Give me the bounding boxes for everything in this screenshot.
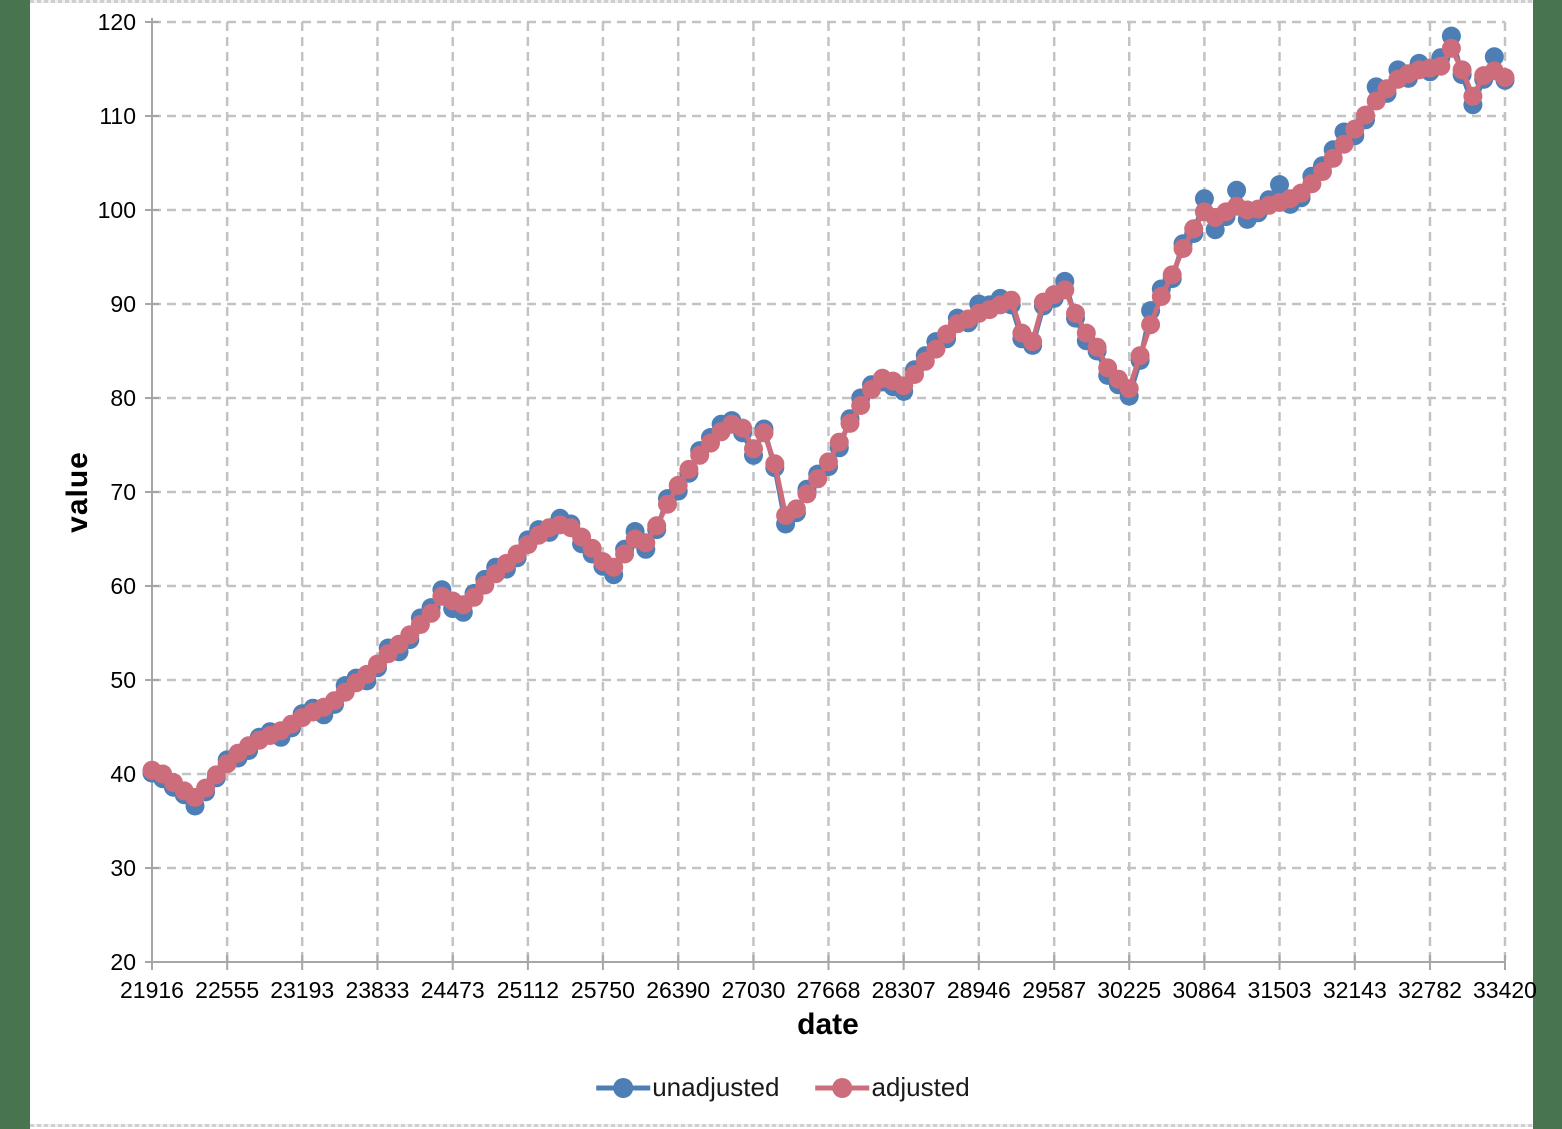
y-tick-label: 110 [99, 103, 136, 129]
legend-item-unadjusted: unadjusted [594, 1072, 779, 1103]
data-point-adjusted [1463, 86, 1483, 106]
x-axis-title: date [797, 1008, 859, 1041]
data-point-unadjusted [1227, 180, 1247, 200]
x-tick-label: 33420 [1473, 977, 1537, 1003]
data-point-adjusted [1162, 265, 1182, 285]
x-tick-label: 27030 [721, 977, 785, 1003]
data-point-adjusted [690, 445, 710, 465]
data-point-adjusted [840, 413, 860, 433]
y-tick-label: 80 [110, 385, 136, 411]
data-point-adjusted [851, 396, 871, 415]
unadjusted-marker-icon [596, 1077, 651, 1098]
legend-label-unadjusted: unadjusted [652, 1072, 780, 1102]
data-point-adjusted [1431, 56, 1451, 76]
x-tick-label: 32143 [1323, 977, 1387, 1003]
data-point-adjusted [1334, 134, 1354, 154]
data-point-unadjusted [1484, 47, 1504, 67]
data-point-adjusted [1366, 91, 1386, 111]
data-point-adjusted [1076, 323, 1096, 343]
y-tick-label: 100 [98, 197, 136, 223]
x-tick-label: 28946 [947, 977, 1011, 1003]
data-point-adjusted [464, 587, 484, 607]
y-tick-label: 30 [110, 855, 136, 881]
data-point-adjusted [604, 557, 624, 577]
data-point-adjusted [679, 459, 699, 479]
x-tick-label: 27668 [797, 977, 861, 1003]
y-tick-label: 120 [98, 9, 136, 35]
data-point-adjusted [1023, 332, 1043, 352]
x-tick-label: 23833 [345, 977, 409, 1003]
data-point-adjusted [1323, 148, 1343, 168]
x-tick-label: 30225 [1097, 977, 1161, 1003]
y-tick-label: 20 [110, 949, 136, 975]
data-point-adjusted [744, 439, 763, 459]
data-point-adjusted [1151, 287, 1171, 306]
right-page-border [1533, 0, 1562, 1129]
data-point-adjusted [1141, 315, 1161, 335]
x-tick-label: 29587 [1022, 977, 1086, 1003]
data-point-adjusted [765, 454, 785, 474]
top-edge-divider [30, 0, 1533, 3]
data-point-adjusted [733, 418, 753, 438]
y-tick-label: 90 [110, 291, 136, 317]
x-tick-label: 25750 [571, 977, 635, 1003]
data-point-adjusted [1184, 219, 1204, 239]
data-point-adjusted [615, 544, 635, 564]
data-point-adjusted [1119, 379, 1139, 399]
legend-item-adjusted: adjusted [813, 1072, 970, 1103]
data-point-adjusted [1130, 346, 1150, 366]
adjusted-marker-icon [815, 1077, 870, 1098]
data-point-adjusted [647, 516, 667, 536]
bottom-edge-divider [30, 1124, 1533, 1127]
data-point-adjusted [196, 778, 216, 798]
legend-label-adjusted: adjusted [871, 1072, 970, 1102]
data-point-adjusted [1441, 38, 1461, 58]
data-point-adjusted [1173, 239, 1193, 258]
data-point-adjusted [808, 469, 828, 489]
left-page-border [0, 0, 30, 1129]
data-point-adjusted [905, 365, 924, 384]
data-point-adjusted [421, 603, 441, 623]
data-point-adjusted [829, 432, 849, 452]
data-point-adjusted [1345, 119, 1365, 139]
data-point-adjusted [668, 475, 688, 495]
y-tick-label: 60 [110, 573, 136, 599]
data-point-adjusted [1066, 303, 1085, 323]
x-tick-label: 25112 [497, 977, 559, 1003]
data-point-unadjusted [1270, 175, 1289, 195]
data-point-adjusted [1001, 290, 1021, 310]
y-tick-label: 70 [110, 479, 136, 505]
data-point-adjusted [786, 499, 806, 519]
data-point-adjusted [582, 538, 602, 558]
data-point-adjusted [819, 452, 838, 472]
x-tick-label: 21916 [120, 977, 184, 1003]
y-tick-label: 50 [110, 667, 136, 693]
x-tick-label: 22555 [195, 977, 259, 1003]
legend: unadjusted adjusted [594, 1072, 970, 1103]
data-point-adjusted [636, 533, 656, 553]
data-point-adjusted [658, 494, 677, 514]
x-tick-label: 30864 [1172, 977, 1236, 1003]
x-tick-label: 26390 [646, 977, 710, 1003]
data-point-adjusted [1495, 68, 1515, 87]
data-point-adjusted [1055, 280, 1075, 300]
y-tick-label: 40 [110, 761, 136, 787]
data-point-adjusted [1356, 105, 1375, 125]
data-point-unadjusted [1194, 189, 1214, 209]
data-point-adjusted [926, 339, 946, 359]
data-point-adjusted [797, 484, 817, 504]
data-point-adjusted [1087, 337, 1107, 357]
y-axis-title: value [61, 451, 94, 533]
data-point-adjusted [1313, 162, 1332, 181]
x-tick-label: 31503 [1248, 977, 1312, 1003]
data-point-adjusted [754, 423, 774, 443]
x-tick-label: 28307 [872, 977, 936, 1003]
x-tick-label: 23193 [270, 977, 334, 1003]
data-point-adjusted [1452, 60, 1472, 80]
x-tick-label: 32782 [1398, 977, 1462, 1003]
x-tick-label: 24473 [421, 977, 485, 1003]
